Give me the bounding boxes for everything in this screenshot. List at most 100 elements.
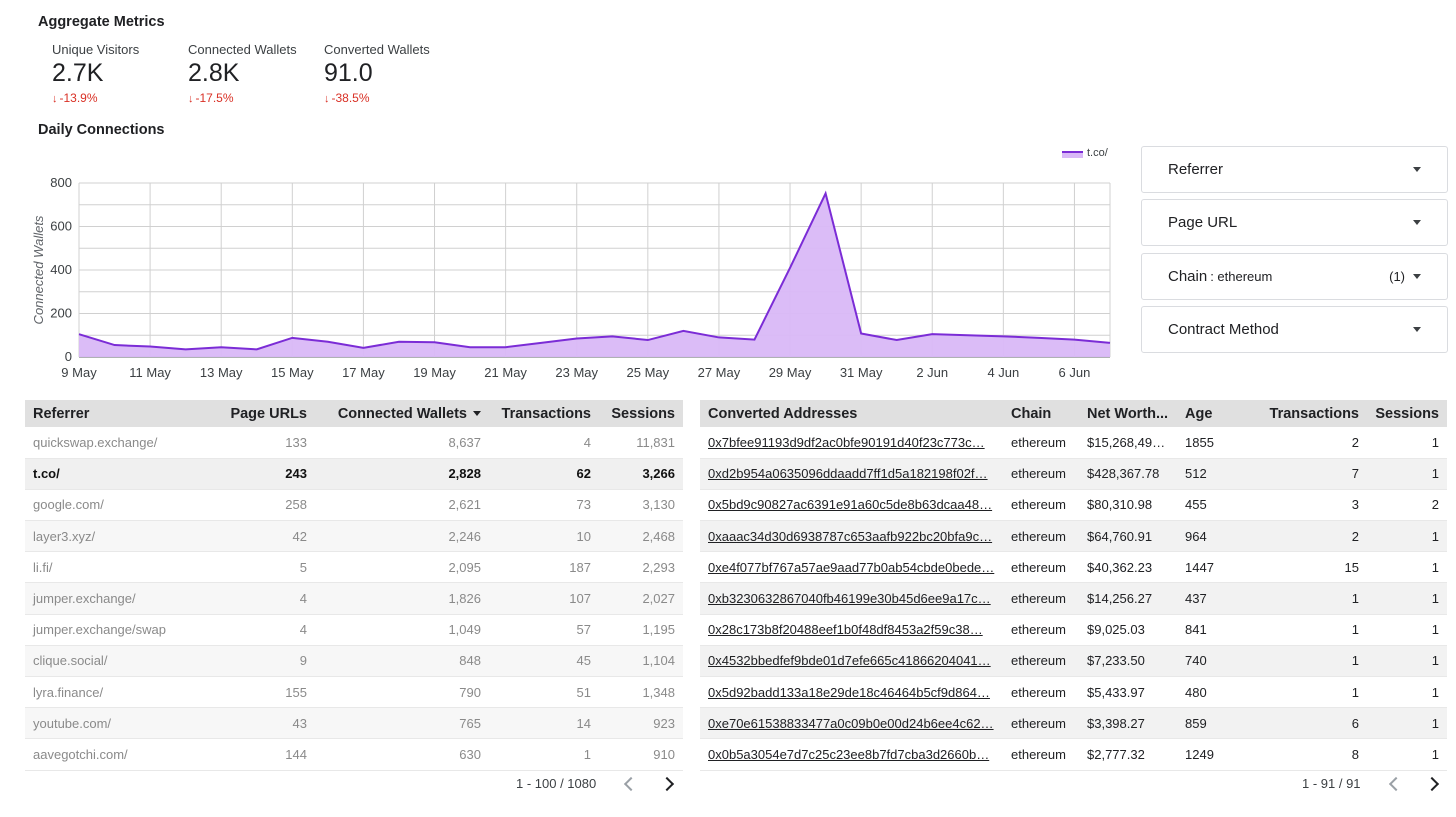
chevron-down-icon <box>1413 327 1421 332</box>
address-link[interactable]: 0xd2b954a0635096ddaadd7ff1d5a182198f02f… <box>700 458 1003 490</box>
address-link[interactable]: 0xaaac34d30d6938787c653aafb922bc20bfa9c… <box>700 520 1003 553</box>
metric-cell: 14 <box>489 707 599 740</box>
table-row[interactable]: t.co/243 2,828 62 3,266 <box>25 458 683 490</box>
address-link[interactable]: 0x5bd9c90827ac6391e91a60c5de8b63dcaa48… <box>700 489 1003 522</box>
header-label: Connected Wallets <box>337 405 467 422</box>
address-cell: 1249 <box>1177 738 1239 771</box>
address-link[interactable]: 0x5d92badd133a18e29de18c46464b5cf9d864… <box>700 676 1003 709</box>
table-row[interactable]: lyra.finance/155 790 51 1,348 <box>25 676 683 709</box>
table-row: 0x5d92badd133a18e29de18c46464b5cf9d864… e… <box>700 676 1447 709</box>
table-row[interactable]: li.fi/5 2,095 187 2,293 <box>25 551 683 584</box>
x-tick-label: 2 Jun <box>916 365 948 380</box>
chevron-left-icon[interactable] <box>1388 776 1403 791</box>
table-header-row: Referrer Page URLs Connected Wallets Tra… <box>25 400 683 427</box>
referrer-cell: lyra.finance/ <box>25 676 215 709</box>
filter-page-url[interactable]: Page URL <box>1141 199 1448 246</box>
column-header-net-worth[interactable]: Net Worth... <box>1079 400 1177 427</box>
table-row[interactable]: youtube.com/43 765 14 923 <box>25 707 683 740</box>
table-row[interactable]: jumper.exchange/swap 4 1,049 57 1,195 <box>25 614 683 646</box>
column-header-referrer[interactable]: Referrer <box>25 400 215 427</box>
filter-contract-method[interactable]: Contract Method <box>1141 306 1448 353</box>
scorecard-label: Unique Visitors <box>52 42 140 57</box>
chevron-right-icon[interactable] <box>1424 776 1439 791</box>
address-link[interactable]: 0xe70e61538833477a0c09b0e00d24b6ee4c62… <box>700 707 1003 740</box>
metric-cell: 1,826 <box>315 582 489 615</box>
x-tick-label: 23 May <box>555 365 598 380</box>
metric-cell: 43 <box>215 707 315 740</box>
address-cell: ethereum <box>1003 520 1079 553</box>
metric-cell: 2,293 <box>599 551 683 584</box>
referrer-cell: google.com/ <box>25 489 215 522</box>
filter-referrer[interactable]: Referrer <box>1141 146 1448 193</box>
column-header-converted-addresses[interactable]: Converted Addresses <box>700 400 1003 427</box>
table-row: 0xaaac34d30d6938787c653aafb922bc20bfa9c…… <box>700 520 1447 553</box>
metric-cell: 2,828 <box>315 458 489 490</box>
address-link[interactable]: 0xb3230632867040fb46199e30b45d6ee9a17c… <box>700 582 1003 615</box>
table-row[interactable]: clique.social/9 848 45 1,104 <box>25 645 683 678</box>
table-row[interactable]: google.com/258 2,621 73 3,130 <box>25 489 683 522</box>
sort-desc-icon <box>473 411 481 417</box>
y-tick-label: 800 <box>50 175 72 190</box>
address-link[interactable]: 0x7bfee91193d9df2ac0bfe90191d40f23c773c… <box>700 427 1003 459</box>
scorecard-value: 91.0 <box>324 59 373 87</box>
address-cell: ethereum <box>1003 489 1079 522</box>
metric-cell: 155 <box>215 676 315 709</box>
address-link[interactable]: 0xe4f077bf767a57ae9aad77b0ab54cbde0bede… <box>700 551 1003 584</box>
series-line-tco <box>78 190 1111 351</box>
referrer-cell: aavegotchi.com/ <box>25 738 215 771</box>
table-row: 0x7bfee91193d9df2ac0bfe90191d40f23c773c…… <box>700 427 1447 459</box>
address-pager: 1 - 91 / 91 <box>1302 776 1439 791</box>
column-header-connected-wallets[interactable]: Connected Wallets <box>315 400 489 427</box>
x-tick-label: 29 May <box>769 365 812 380</box>
filter-chain[interactable]: Chain: ethereum (1) <box>1141 253 1448 300</box>
address-cell: $5,433.97 <box>1079 676 1177 709</box>
column-header-transactions[interactable]: Transactions <box>1239 400 1367 427</box>
table-row[interactable]: aavegotchi.com/144 630 1 910 <box>25 738 683 771</box>
address-cell: ethereum <box>1003 738 1079 771</box>
address-cell: $15,268,499… <box>1079 427 1177 459</box>
column-header-chain[interactable]: Chain <box>1003 400 1079 427</box>
column-header-sessions[interactable]: Sessions <box>1367 400 1447 427</box>
address-link[interactable]: 0x0b5a3054e7d7c25c23ee8b7fd7cba3d2660b… <box>700 738 1003 771</box>
table-row: 0xe4f077bf767a57ae9aad77b0ab54cbde0bede…… <box>700 551 1447 584</box>
address-link[interactable]: 0x28c173b8f20488eef1b0f48df8453a2f59c38… <box>700 614 1003 646</box>
metric-cell: 187 <box>489 551 599 584</box>
metric-cell: 258 <box>215 489 315 522</box>
table-row: 0xe70e61538833477a0c09b0e00d24b6ee4c62… e… <box>700 707 1447 740</box>
table-row[interactable]: layer3.xyz/42 2,246 10 2,468 <box>25 520 683 553</box>
address-cell: 1 <box>1367 551 1447 584</box>
column-header-age[interactable]: Age <box>1177 400 1239 427</box>
metric-cell: 107 <box>489 582 599 615</box>
table-row[interactable]: quickswap.exchange/133 8,637 4 11,831 <box>25 427 683 459</box>
x-tick-label: 9 May <box>61 365 97 380</box>
address-cell: 512 <box>1177 458 1239 490</box>
column-header-sessions[interactable]: Sessions <box>599 400 683 427</box>
filter-value: : ethereum <box>1210 269 1273 284</box>
address-cell: 859 <box>1177 707 1239 740</box>
filter-label: Page URL <box>1168 214 1238 231</box>
x-tick-label: 21 May <box>484 365 527 380</box>
column-header-transactions[interactable]: Transactions <box>489 400 599 427</box>
y-tick-label: 200 <box>50 306 72 321</box>
address-cell: 1 <box>1367 738 1447 771</box>
metric-cell: 73 <box>489 489 599 522</box>
chevron-left-icon[interactable] <box>624 776 639 791</box>
metric-cell: 630 <box>315 738 489 771</box>
scorecard-label: Connected Wallets <box>188 42 297 57</box>
referrer-cell: jumper.exchange/swap <box>25 614 215 646</box>
chevron-down-icon <box>1413 220 1421 225</box>
metric-cell: 62 <box>489 458 599 490</box>
legend-label: t.co/ <box>1087 147 1109 159</box>
address-cell: $3,398.27 <box>1079 707 1177 740</box>
address-cell: ethereum <box>1003 427 1079 459</box>
address-cell: 7 <box>1239 458 1367 490</box>
scorecard-label: Converted Wallets <box>324 42 430 57</box>
metric-cell: 2,246 <box>315 520 489 553</box>
address-link[interactable]: 0x4532bbedfef9bde01d7efe665c41866204041… <box>700 645 1003 678</box>
address-cell: 1 <box>1239 645 1367 678</box>
column-header-page-urls[interactable]: Page URLs <box>215 400 315 427</box>
address-cell: 1 <box>1367 614 1447 646</box>
chevron-right-icon[interactable] <box>660 776 675 791</box>
address-cell: $428,367.78 <box>1079 458 1177 490</box>
table-row[interactable]: jumper.exchange/4 1,826 107 2,027 <box>25 582 683 615</box>
